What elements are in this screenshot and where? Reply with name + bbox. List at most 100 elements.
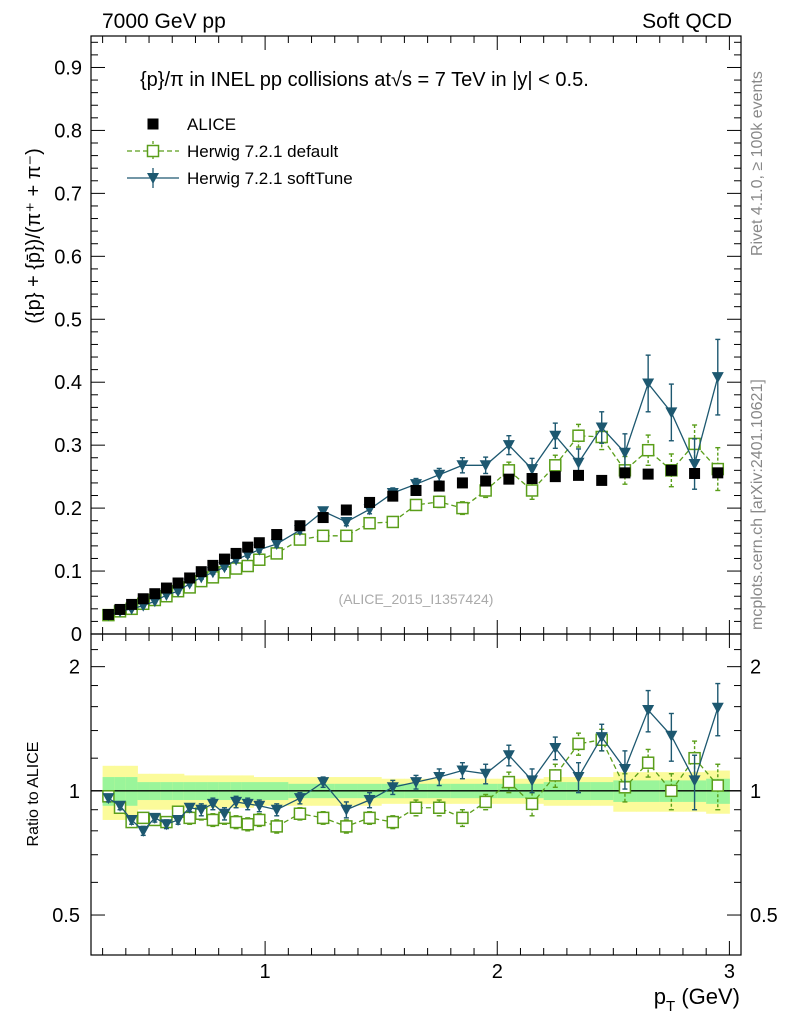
data-point bbox=[271, 529, 283, 541]
data-point bbox=[549, 743, 562, 755]
data-point bbox=[665, 730, 678, 742]
data-point bbox=[595, 422, 608, 434]
legend: ALICE Herwig 7.2.1 default Herwig 7.2.1 so… bbox=[127, 115, 353, 188]
series-alice bbox=[102, 464, 724, 620]
ratio-panel: 0.5 0.5 1 1 2 2 1 2 3 Ratio to ALICE bbox=[25, 633, 778, 983]
data-point bbox=[195, 566, 207, 578]
data-point bbox=[386, 782, 399, 794]
data-point bbox=[172, 586, 185, 598]
data-point bbox=[711, 779, 725, 792]
data-point bbox=[241, 798, 254, 810]
data-point bbox=[229, 815, 243, 829]
data-point bbox=[456, 501, 469, 515]
header-left: 7000 GeV pp bbox=[102, 10, 226, 33]
data-point bbox=[572, 737, 585, 751]
data-point bbox=[479, 795, 492, 809]
ratio-x-ticks: 1 2 3 bbox=[102, 634, 735, 983]
data-point bbox=[642, 705, 655, 717]
data-point bbox=[241, 817, 254, 831]
y-tick-label: 1 bbox=[69, 781, 80, 803]
data-point bbox=[665, 464, 677, 476]
data-point bbox=[160, 582, 172, 594]
y-tick-label: 2 bbox=[750, 657, 761, 679]
data-point bbox=[387, 490, 399, 502]
data-point bbox=[642, 378, 655, 390]
ratio-frame bbox=[90, 633, 742, 956]
data-point bbox=[456, 811, 469, 825]
data-point bbox=[572, 457, 585, 469]
data-point bbox=[172, 577, 184, 589]
data-point bbox=[409, 801, 423, 814]
data-point bbox=[137, 593, 149, 605]
data-point bbox=[253, 813, 266, 827]
data-point bbox=[218, 562, 231, 574]
data-point bbox=[386, 815, 400, 829]
rivet-label: Rivet 4.1.0, ≥ 100k events bbox=[749, 71, 766, 256]
data-point bbox=[526, 775, 539, 787]
data-point bbox=[206, 813, 220, 827]
data-point bbox=[184, 572, 196, 584]
y-tick-label: 0.5 bbox=[750, 905, 778, 927]
series-ratio-herwig-7-2-1-softtune bbox=[102, 682, 724, 837]
data-point bbox=[253, 537, 265, 549]
x-tick-label: 1 bbox=[260, 961, 271, 983]
data-point bbox=[149, 588, 161, 600]
data-point bbox=[316, 529, 330, 543]
data-point bbox=[503, 473, 515, 485]
data-point bbox=[253, 553, 266, 566]
ratio-ylabel: Ratio to ALICE bbox=[25, 742, 42, 847]
data-point bbox=[270, 820, 283, 833]
data-point bbox=[183, 811, 196, 825]
data-point bbox=[619, 467, 631, 479]
data-point bbox=[688, 775, 701, 787]
y-tick-label: 0.9 bbox=[54, 57, 82, 79]
data-point bbox=[218, 553, 230, 565]
legend-label: Herwig 7.2.1 softTune bbox=[187, 169, 353, 188]
main-title: {p}/π in INEL pp collisions at√s = 7 TeV… bbox=[140, 69, 589, 91]
data-point bbox=[549, 769, 562, 782]
data-point bbox=[502, 750, 515, 762]
data-point bbox=[665, 407, 678, 419]
data-point bbox=[102, 608, 114, 620]
series-line bbox=[108, 377, 719, 616]
data-point bbox=[102, 793, 115, 805]
data-point bbox=[340, 504, 352, 516]
data-point bbox=[410, 777, 422, 789]
x-tick-label: 2 bbox=[492, 961, 503, 983]
data-point bbox=[711, 702, 724, 714]
data-point bbox=[316, 811, 330, 825]
data-point bbox=[642, 468, 654, 480]
x-axis-title-p: p bbox=[654, 984, 666, 1009]
data-point bbox=[641, 443, 655, 457]
data-point bbox=[665, 784, 678, 798]
y-tick-label: 1 bbox=[750, 781, 761, 803]
legend-marker bbox=[146, 144, 160, 158]
data-point bbox=[526, 473, 538, 485]
data-point bbox=[410, 484, 422, 496]
data-point bbox=[410, 479, 422, 491]
data-point bbox=[549, 471, 561, 483]
y-tick-label: 0.5 bbox=[52, 905, 80, 927]
data-point bbox=[241, 559, 254, 573]
data-point bbox=[293, 793, 306, 805]
main-x-ticks bbox=[102, 36, 730, 634]
y-tick-label: 0 bbox=[71, 624, 82, 646]
y-tick-label: 0.4 bbox=[54, 372, 82, 394]
data-point bbox=[317, 506, 330, 518]
data-point bbox=[230, 796, 243, 808]
data-point bbox=[242, 541, 254, 553]
data-point bbox=[641, 756, 655, 769]
data-point bbox=[136, 811, 150, 825]
data-point bbox=[456, 765, 469, 777]
data-point bbox=[126, 598, 138, 610]
main-watermark: (ALICE_2015_I1357424) bbox=[339, 591, 494, 607]
data-point bbox=[363, 516, 376, 530]
data-point bbox=[207, 559, 219, 571]
data-point bbox=[479, 484, 492, 497]
y-tick-label: 0.7 bbox=[54, 183, 82, 205]
data-point bbox=[409, 498, 423, 512]
data-point bbox=[183, 802, 196, 814]
series-line bbox=[108, 435, 719, 616]
main-series bbox=[102, 338, 725, 622]
